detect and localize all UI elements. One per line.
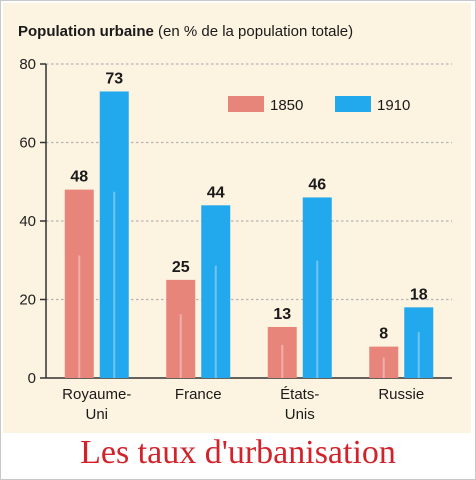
data-label: 18 — [410, 286, 428, 303]
data-label: 25 — [172, 259, 190, 276]
y-tick-label: 60 — [19, 135, 36, 152]
legend-label: 1850 — [270, 97, 303, 114]
x-tick-label: France — [175, 386, 222, 403]
x-tick-label: Russie — [378, 386, 424, 403]
bar-1910 — [201, 205, 231, 378]
bar-1910 — [302, 197, 332, 378]
bar-highlight — [382, 357, 385, 378]
bar-chart: 0 20 40 60 80 48 73 Royaume-Uni 25 44 France 13 46 Ét… — [19, 56, 452, 423]
x-tick-label: Royaume-Uni — [62, 386, 131, 423]
data-label: 48 — [70, 169, 88, 186]
bar-highlight — [214, 265, 217, 378]
bar-1850 — [267, 326, 297, 378]
figure-caption: Les taux d'urbanisation — [80, 434, 396, 471]
bar-highlight — [78, 255, 81, 378]
bar-highlight — [281, 344, 284, 378]
legend-swatch-1910 — [335, 96, 371, 112]
bar-highlight — [417, 332, 420, 378]
chart-title: Population urbaine — [18, 23, 154, 40]
legend-label: 1910 — [377, 97, 410, 114]
legend-swatch-1850 — [228, 96, 264, 112]
bar-1850 — [166, 279, 196, 378]
bar-1850 — [64, 189, 94, 378]
bar-1850 — [369, 346, 399, 378]
data-label: 44 — [207, 184, 225, 201]
bar-1910 — [99, 91, 129, 378]
x-tick-label: États-Unis — [280, 386, 319, 423]
chart-title-line: Population urbaine (en % de la populatio… — [18, 23, 353, 40]
y-tick-label: 40 — [19, 213, 36, 230]
data-label: 46 — [308, 176, 326, 193]
y-tick-label: 0 — [28, 370, 36, 387]
data-label: 8 — [379, 326, 388, 343]
bar-1910 — [404, 307, 434, 378]
bar-highlight — [316, 260, 319, 378]
bar-highlight — [179, 314, 182, 378]
bar-highlight — [113, 191, 116, 378]
chart-subtitle: (en % de la population totale) — [158, 23, 354, 40]
data-label: 73 — [105, 70, 123, 87]
data-label: 13 — [273, 306, 291, 323]
y-tick-label: 20 — [19, 292, 36, 309]
y-tick-label: 80 — [19, 56, 36, 73]
